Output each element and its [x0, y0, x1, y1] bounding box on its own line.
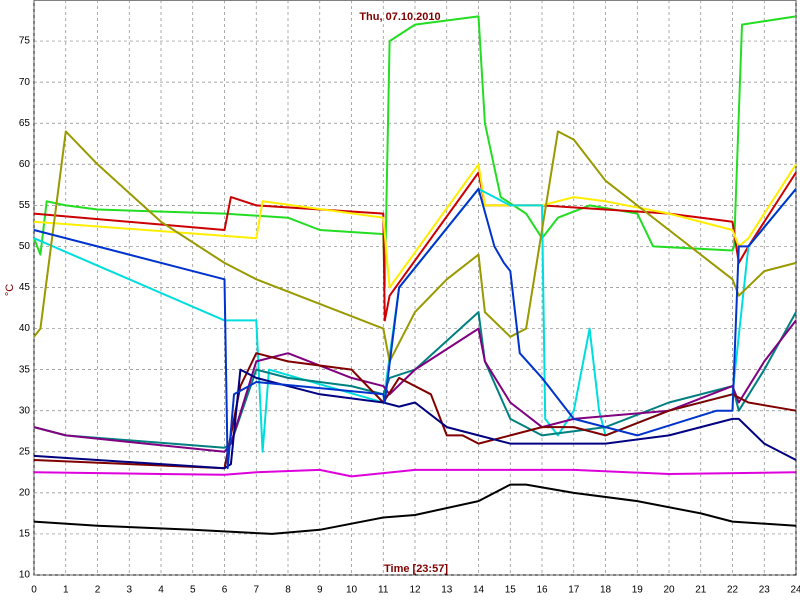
y-tick-label: 35 [19, 364, 31, 375]
x-tick-label: 6 [222, 585, 228, 596]
x-tick-label: 7 [253, 585, 259, 596]
x-tick-label: 8 [285, 585, 291, 596]
series-line [33, 352, 797, 470]
y-tick-label: 60 [19, 159, 31, 170]
x-tick-label: 22 [727, 585, 739, 596]
y-tick-label: 40 [19, 323, 31, 334]
x-tick-label: 15 [505, 585, 517, 596]
y-tick-label: 10 [19, 570, 31, 581]
y-tick-label: 75 [19, 36, 31, 47]
x-tick-label: 18 [600, 585, 612, 596]
y-tick-label: 20 [19, 487, 31, 498]
x-tick-label: 19 [632, 585, 644, 596]
chart-title: Thu, 07.10.2010 [359, 11, 440, 23]
series-line [33, 468, 797, 478]
x-tick-label: 1 [63, 585, 69, 596]
x-tick-label: 3 [126, 585, 132, 596]
y-tick-label: 30 [19, 405, 31, 416]
x-tick-label: 13 [441, 585, 453, 596]
y-tick-label: 45 [19, 282, 31, 293]
x-tick-label: 14 [473, 585, 485, 596]
y-tick-label: 50 [19, 241, 31, 252]
y-tick-label: 55 [19, 200, 31, 211]
x-tick-label: 4 [158, 585, 164, 596]
x-tick-label: 12 [409, 585, 421, 596]
series-line [33, 187, 797, 470]
x-tick-label: 16 [536, 585, 548, 596]
grid [33, 0, 797, 576]
y-tick-label: 15 [19, 529, 31, 540]
y-tick-label: 70 [19, 77, 31, 88]
x-tick-label: 5 [190, 585, 196, 596]
y-tick-label: 25 [19, 446, 31, 457]
x-tick-label: 20 [663, 585, 675, 596]
x-tick-label: 9 [317, 585, 323, 596]
x-axis-label: Time [23:57] [384, 563, 448, 575]
x-tick-label: 21 [695, 585, 707, 596]
x-tick-label: 10 [346, 585, 358, 596]
series-line [33, 368, 797, 470]
lines [33, 15, 797, 535]
x-tick-label: 11 [378, 585, 389, 596]
y-tick-label: 65 [19, 118, 31, 129]
x-tick-label: 2 [95, 585, 101, 596]
x-tick-label: 24 [790, 585, 800, 596]
y-axis-label: °C [4, 284, 16, 296]
x-tick-label: 23 [759, 585, 771, 596]
x-tick-label: 17 [568, 585, 580, 596]
x-tick-label: 0 [31, 585, 37, 596]
series-line [33, 483, 797, 535]
series-line [33, 15, 797, 289]
series-line [33, 130, 797, 363]
